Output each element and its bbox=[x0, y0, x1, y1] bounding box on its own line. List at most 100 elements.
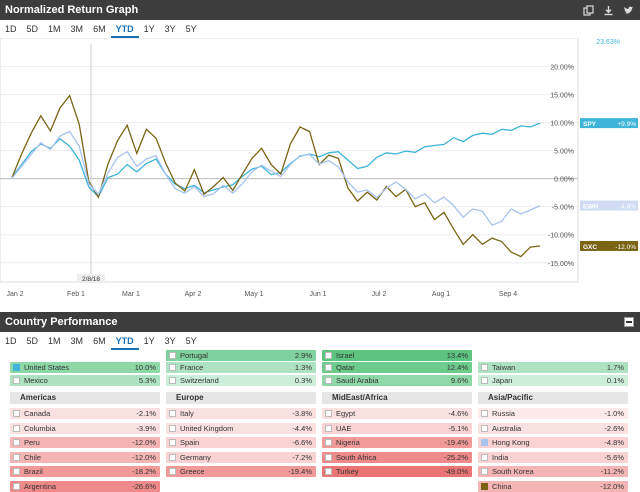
country-checkbox[interactable] bbox=[169, 453, 176, 461]
country-name: UAE bbox=[336, 423, 352, 433]
country-tab-3m[interactable]: 3M bbox=[70, 336, 84, 346]
graph-tab-ytd[interactable]: YTD bbox=[110, 20, 139, 38]
country-checkbox[interactable] bbox=[481, 424, 488, 432]
normalized-return-chart[interactable]: 20.00% 15.00% 10.00% 5.00% 0.00% -5.00% -10.00… bbox=[0, 38, 640, 300]
country-checkbox[interactable] bbox=[13, 468, 20, 475]
country-cell[interactable]: Germany -7.2% bbox=[166, 451, 316, 463]
country-cell[interactable]: Greece -19.4% bbox=[166, 466, 316, 477]
country-tab-1y[interactable]: 1Y bbox=[143, 336, 155, 346]
country-checkbox[interactable] bbox=[481, 453, 488, 461]
country-checkbox[interactable] bbox=[325, 377, 332, 384]
twitter-icon[interactable] bbox=[622, 0, 634, 20]
country-checkbox[interactable] bbox=[325, 424, 332, 432]
country-cell[interactable]: Brazil -18.2% bbox=[10, 466, 160, 477]
country-tab-5y[interactable]: 5Y bbox=[185, 336, 197, 346]
country-cell[interactable]: Chile -12.0% bbox=[10, 451, 160, 463]
country-checkbox[interactable] bbox=[169, 439, 176, 446]
country-cell[interactable]: France 1.3% bbox=[166, 362, 316, 373]
graph-tab-5y[interactable]: 5Y bbox=[185, 24, 197, 34]
country-checkbox[interactable] bbox=[169, 377, 176, 384]
country-tab-6m[interactable]: 6M bbox=[93, 336, 106, 346]
graph-tab-3m[interactable]: 3M bbox=[70, 24, 84, 34]
collapse-icon[interactable] bbox=[624, 317, 634, 327]
graph-tab-5d[interactable]: 5D bbox=[26, 24, 39, 34]
country-checkbox[interactable] bbox=[13, 439, 20, 446]
country-cell[interactable]: Turkey -49.0% bbox=[322, 466, 472, 477]
y-tick-label: 0.00% bbox=[554, 177, 574, 184]
country-cell[interactable]: Australia -2.6% bbox=[478, 422, 628, 434]
country-cell[interactable]: Peru -12.0% bbox=[10, 437, 160, 448]
country-checkbox[interactable] bbox=[13, 424, 20, 432]
country-checkbox[interactable] bbox=[13, 410, 20, 417]
country-checkbox[interactable] bbox=[325, 364, 332, 371]
country-checkbox[interactable] bbox=[325, 439, 332, 446]
country-name: Australia bbox=[492, 423, 522, 433]
country-checkbox[interactable] bbox=[481, 377, 488, 384]
country-cell[interactable]: Russia -1.0% bbox=[478, 408, 628, 419]
end-label-box bbox=[580, 200, 638, 211]
country-name: Brazil bbox=[24, 467, 43, 476]
country-cell[interactable]: Canada -2.1% bbox=[10, 408, 160, 419]
country-cell[interactable]: Taiwan 1.7% bbox=[478, 362, 628, 373]
country-checkbox[interactable] bbox=[481, 410, 488, 417]
download-icon[interactable] bbox=[602, 0, 614, 20]
country-checkbox[interactable] bbox=[13, 482, 20, 490]
country-cell[interactable]: Argentina -26.6% bbox=[10, 480, 160, 492]
country-cell[interactable]: India -5.6% bbox=[478, 451, 628, 463]
country-checkbox[interactable] bbox=[169, 364, 176, 371]
country-cell[interactable]: Saudi Arabia 9.6% bbox=[322, 375, 472, 386]
country-checkbox[interactable] bbox=[481, 468, 488, 475]
country-tab-3y[interactable]: 3Y bbox=[164, 336, 176, 346]
country-checkbox[interactable] bbox=[169, 410, 176, 417]
country-checkbox[interactable] bbox=[169, 424, 176, 432]
country-cell[interactable]: Israel 13.4% bbox=[322, 350, 472, 361]
country-checkbox[interactable] bbox=[169, 352, 176, 359]
country-cell[interactable]: Egypt -4.6% bbox=[322, 408, 472, 419]
country-checkbox[interactable] bbox=[481, 364, 488, 371]
country-tab-1d[interactable]: 1D bbox=[5, 336, 17, 346]
graph-tab-6m[interactable]: 6M bbox=[93, 24, 106, 34]
graph-tab-1d[interactable]: 1D bbox=[5, 24, 17, 34]
x-tick-label: Jul 2 bbox=[372, 291, 387, 298]
country-tab-5d[interactable]: 5D bbox=[26, 336, 39, 346]
copy-icon[interactable] bbox=[582, 0, 594, 20]
graph-tab-1m[interactable]: 1M bbox=[48, 24, 61, 34]
graph-tab-1y[interactable]: 1Y bbox=[143, 24, 155, 34]
country-name: Argentina bbox=[24, 481, 57, 491]
country-cell[interactable]: Spain -6.6% bbox=[166, 437, 316, 448]
country-checkbox[interactable] bbox=[325, 410, 332, 417]
graph-tab-3y[interactable]: 3Y bbox=[164, 24, 176, 34]
country-cell[interactable]: Portugal 2.9% bbox=[166, 350, 316, 361]
country-cell[interactable]: Columbia -3.9% bbox=[10, 422, 160, 434]
country-checkbox[interactable] bbox=[13, 453, 20, 461]
country-cell[interactable]: Hong Kong -4.8% bbox=[478, 437, 628, 448]
country-cell[interactable]: Qatar 12.4% bbox=[322, 362, 472, 373]
country-checkbox[interactable] bbox=[169, 468, 176, 475]
country-checkbox[interactable] bbox=[325, 468, 332, 475]
x-tick-label: Jun 1 bbox=[309, 291, 326, 298]
country-cell[interactable]: United States 10.0% bbox=[10, 362, 160, 373]
country-return: -4.6% bbox=[448, 409, 468, 418]
country-cell[interactable]: South Africa -25.2% bbox=[322, 451, 472, 463]
country-checkbox[interactable] bbox=[481, 439, 488, 446]
country-cell[interactable]: Mexico 5.3% bbox=[10, 375, 160, 386]
y-tick-label: -10.00% bbox=[548, 233, 574, 240]
country-cell[interactable]: UAE -5.1% bbox=[322, 422, 472, 434]
country-cell[interactable]: Italy -3.8% bbox=[166, 408, 316, 419]
country-cell[interactable]: Nigeria -19.4% bbox=[322, 437, 472, 448]
country-cell[interactable]: China -12.0% bbox=[478, 480, 628, 492]
country-tab-1m[interactable]: 1M bbox=[48, 336, 61, 346]
country-checkbox[interactable] bbox=[481, 482, 488, 490]
country-checkbox[interactable] bbox=[325, 453, 332, 461]
country-cell[interactable]: Switzerland 0.3% bbox=[166, 375, 316, 386]
country-cell[interactable]: South Korea -11.2% bbox=[478, 466, 628, 477]
country-tab-ytd[interactable]: YTD bbox=[110, 332, 139, 350]
country-checkbox[interactable] bbox=[13, 377, 20, 384]
country-cell[interactable]: United Kingdom -4.4% bbox=[166, 422, 316, 434]
cursor-date-label: 2/8/18 bbox=[82, 276, 100, 283]
country-checkbox[interactable] bbox=[325, 352, 332, 359]
end-label-ticker: SPY bbox=[583, 121, 597, 128]
region-header: Americas bbox=[10, 392, 160, 404]
country-cell[interactable]: Japan 0.1% bbox=[478, 375, 628, 386]
country-checkbox[interactable] bbox=[13, 364, 20, 371]
